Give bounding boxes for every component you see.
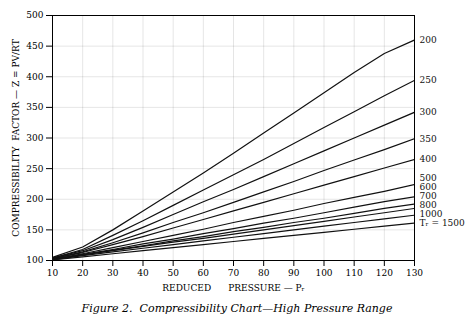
svg-text:90: 90 — [288, 268, 300, 278]
svg-text:500: 500 — [419, 173, 437, 183]
svg-text:120: 120 — [376, 268, 393, 278]
svg-text:600: 600 — [419, 182, 437, 192]
svg-text:300: 300 — [420, 107, 437, 117]
svg-text:250: 250 — [26, 164, 43, 174]
svg-text:20: 20 — [77, 268, 89, 278]
svg-text:100: 100 — [26, 255, 43, 265]
svg-text:50: 50 — [167, 268, 179, 278]
svg-text:200: 200 — [420, 35, 437, 45]
svg-text:70: 70 — [228, 268, 240, 278]
svg-text:800: 800 — [419, 200, 437, 210]
svg-text:1000: 1000 — [419, 209, 443, 219]
svg-text:250: 250 — [420, 75, 437, 85]
svg-text:350: 350 — [26, 102, 43, 112]
svg-text:700: 700 — [419, 191, 437, 201]
svg-text:110: 110 — [346, 268, 363, 278]
svg-text:REDUCED PRESSURE — Pᵣ: REDUCED PRESSURE — Pᵣ — [162, 283, 304, 293]
html-text:Figure 2. Compressibility Char: Figure 2. Compressibility Chart—High Pre… — [81, 302, 393, 315]
svg-text:COMPRESSIBILITY FACTOR — Z =: COMPRESSIBILITY FACTOR — Z = PV/RT — [11, 39, 21, 236]
svg-text:100: 100 — [315, 268, 332, 278]
svg-text:350: 350 — [420, 133, 437, 143]
svg-text:400: 400 — [420, 154, 437, 164]
svg-text:130: 130 — [406, 268, 423, 278]
svg-text:Tᵣ = 1500: Tᵣ = 1500 — [420, 218, 466, 228]
svg-text:150: 150 — [26, 225, 43, 235]
svg-text:400: 400 — [26, 72, 43, 82]
svg-text:10: 10 — [47, 268, 59, 278]
svg-text:500: 500 — [26, 10, 43, 20]
svg-text:40: 40 — [137, 268, 149, 278]
svg-text:30: 30 — [107, 268, 119, 278]
svg-text:200: 200 — [26, 194, 43, 204]
svg-text:450: 450 — [26, 41, 43, 51]
svg-text:80: 80 — [258, 268, 270, 278]
svg-text:300: 300 — [26, 133, 43, 143]
svg-text:60: 60 — [198, 268, 210, 278]
